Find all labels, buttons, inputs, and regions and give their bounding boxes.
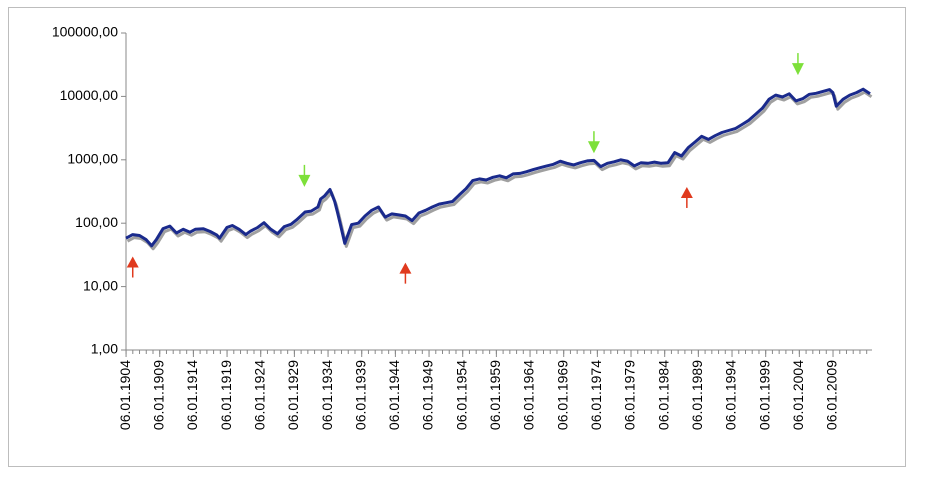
y-tick-label: 10000,00 — [60, 87, 119, 103]
x-tick-label: 06.01.1994 — [723, 360, 739, 430]
x-tick-label: 06.01.1959 — [487, 360, 503, 430]
y-tick-label: 10,00 — [83, 277, 118, 293]
up-arrow-icon — [680, 186, 693, 208]
x-tick-label: 06.01.1999 — [756, 360, 772, 430]
y-tick-label: 100,00 — [75, 214, 118, 230]
x-tick-label: 06.01.1979 — [622, 360, 638, 430]
x-tick-label: 06.01.1984 — [655, 360, 671, 430]
x-tick-label: 06.01.1919 — [218, 360, 234, 430]
x-tick-label: 06.01.1909 — [150, 360, 166, 430]
x-tick-label: 06.01.1924 — [251, 360, 267, 430]
series-line — [125, 87, 871, 248]
x-tick-label: 06.01.1914 — [184, 360, 200, 430]
down-arrow-icon — [587, 131, 600, 154]
x-tick-label: 06.01.1949 — [420, 360, 436, 430]
x-tick-label: 06.01.2009 — [824, 360, 840, 430]
plot-area — [125, 87, 873, 251]
x-tick-label: 06.01.1944 — [386, 360, 402, 430]
y-tick-label: 1,00 — [91, 341, 118, 357]
x-tick-label: 06.01.1954 — [453, 360, 469, 430]
up-arrow-icon — [126, 256, 139, 278]
x-tick-label: 06.01.1934 — [319, 360, 335, 430]
x-tick-label: 06.01.1904 — [117, 360, 133, 430]
annotations — [126, 53, 804, 284]
y-tick-label: 1000,00 — [67, 151, 118, 167]
x-tick-label: 06.01.2004 — [790, 360, 806, 430]
x-tick-label: 06.01.1969 — [554, 360, 570, 430]
x-tick-label: 06.01.1929 — [285, 360, 301, 430]
y-axis: 1,00 10,00 100,00 1000,00 10000,00 100000,00 — [52, 24, 127, 357]
series-shadow-line — [126, 90, 873, 251]
x-tick-label: 06.01.1974 — [588, 360, 604, 430]
y-tick-label: 100000,00 — [52, 24, 118, 40]
down-arrow-icon — [298, 164, 311, 187]
x-tick-label: 06.01.1989 — [689, 360, 705, 430]
down-arrow-icon — [791, 53, 804, 76]
up-arrow-icon — [399, 262, 412, 284]
x-axis: 06.01.1904 06.01.1909 06.01.1914 06.01.1919… — [117, 349, 872, 430]
x-tick-label: 06.01.1939 — [352, 360, 368, 430]
x-tick-label: 06.01.1964 — [521, 360, 537, 430]
